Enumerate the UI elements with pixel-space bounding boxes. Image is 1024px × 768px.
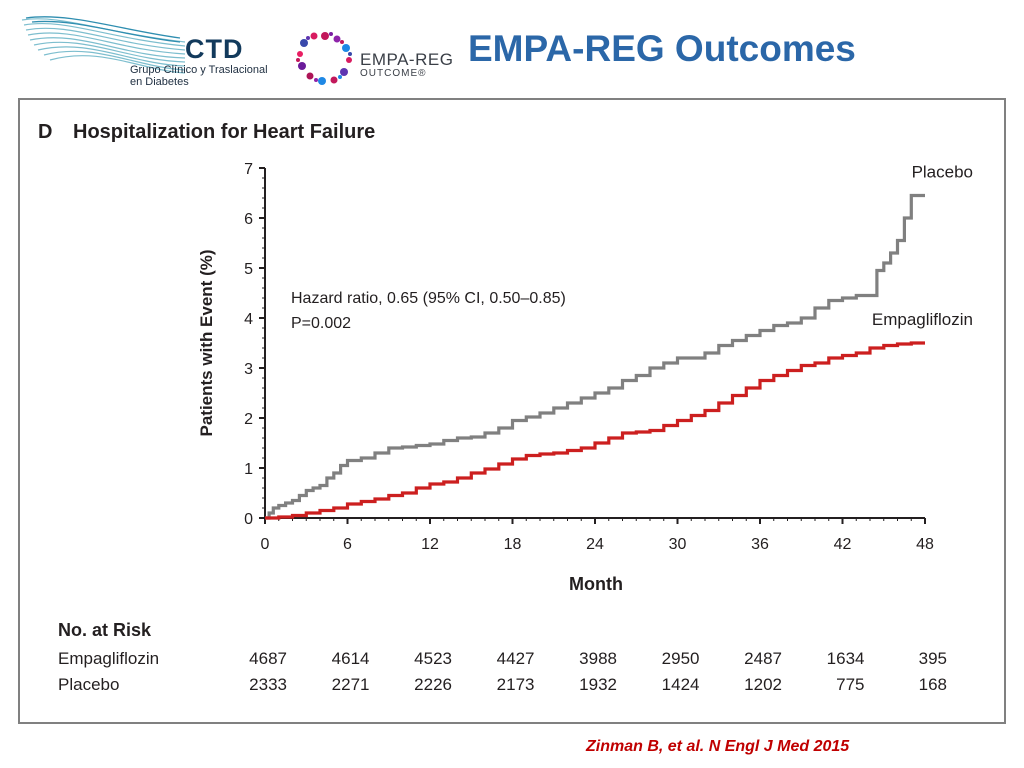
x-tick-label: 24 — [586, 536, 604, 553]
risk-value: 1424 — [662, 675, 700, 694]
empa-reg-subtitle: OUTCOME® — [360, 68, 427, 79]
x-tick-label: 6 — [343, 536, 352, 553]
x-tick-label: 18 — [504, 536, 522, 553]
km-chart: D Hospitalization for Heart Failure Pati… — [38, 121, 973, 694]
x-axis-label: Month — [569, 574, 623, 594]
panel-bottom-border — [18, 722, 1006, 724]
risk-value: 775 — [836, 675, 864, 694]
risk-value: 4427 — [497, 649, 535, 668]
risk-values-layer: 4687 4614 4523 4427 3988 2950 2487 1634 395 2333 2… — [249, 649, 947, 694]
empa-reg-name: EMPA-REG — [360, 50, 454, 69]
y-tick-label: 2 — [244, 411, 253, 428]
legend-label-placebo: Placebo — [912, 163, 973, 182]
risk-table-header: No. at Risk — [58, 620, 152, 640]
risk-value: 2173 — [497, 675, 535, 694]
risk-value: 2226 — [414, 675, 452, 694]
empa-reg-ring-icon — [296, 32, 352, 85]
y-tick-label: 5 — [244, 261, 253, 278]
ctd-name: CTD — [185, 34, 244, 64]
risk-value: 168 — [919, 675, 947, 694]
series-line-placebo — [265, 193, 925, 520]
annotation-p-value: P=0.002 — [291, 315, 351, 332]
risk-row-empagliflozin-label: Empagliflozin — [58, 649, 159, 668]
risk-value: 2487 — [744, 649, 782, 668]
citation: Zinman B, et al. N Engl J Med 2015 — [586, 738, 850, 755]
y-axis-label: Patients with Event (%) — [197, 249, 216, 436]
y-tick-label: 1 — [244, 461, 253, 478]
series-layer: Placebo Empagliflozin — [265, 163, 973, 520]
ctd-wave-logo-icon — [21, 16, 186, 74]
x-tick-label: 0 — [261, 536, 270, 553]
x-tick-label: 12 — [421, 536, 439, 553]
risk-value: 4614 — [332, 649, 370, 668]
risk-row-placebo-label: Placebo — [58, 675, 119, 694]
risk-value: 1932 — [579, 675, 617, 694]
ctd-logo: CTD Grupo Clínico y Traslacional en Diab… — [20, 12, 268, 88]
risk-value: 2950 — [662, 649, 700, 668]
chart-title: Hospitalization for Heart Failure — [73, 121, 375, 143]
empa-reg-logo: EMPA-REG OUTCOME® — [294, 30, 469, 86]
risk-value: 2333 — [249, 675, 287, 694]
slide-header: CTD Grupo Clínico y Traslacional en Diab… — [0, 0, 1024, 96]
panel-right-border — [1004, 98, 1006, 724]
risk-value: 1634 — [827, 649, 865, 668]
y-tick-label: 6 — [244, 211, 253, 228]
risk-value: 1202 — [744, 675, 782, 694]
x-tick-label: 30 — [669, 536, 687, 553]
panel-top-border — [18, 98, 1006, 100]
figure-panel: D Hospitalization for Heart Failure Pati… — [18, 98, 1006, 724]
annotation-hazard-ratio: Hazard ratio, 0.65 (95% CI, 0.50–0.85) — [291, 290, 566, 307]
legend-label-empagliflozin: Empagliflozin — [872, 310, 973, 329]
y-tick-label: 7 — [244, 161, 253, 178]
panel-left-border — [18, 98, 20, 724]
slide-title: EMPA-REG Outcomes — [468, 28, 856, 69]
risk-value: 4687 — [249, 649, 287, 668]
x-tick-label: 42 — [834, 536, 852, 553]
y-tick-label: 0 — [244, 511, 253, 528]
panel-letter: D — [38, 121, 52, 143]
ctd-subtitle: Grupo Clínico y Traslacional en Diabetes — [130, 64, 268, 88]
risk-value: 3988 — [579, 649, 617, 668]
x-tick-label: 36 — [751, 536, 769, 553]
risk-value: 395 — [919, 649, 947, 668]
series-line-empagliflozin — [265, 341, 925, 520]
y-tick-label: 3 — [244, 361, 253, 378]
risk-value: 4523 — [414, 649, 452, 668]
risk-value: 2271 — [332, 675, 370, 694]
y-tick-label: 4 — [244, 311, 253, 328]
x-tick-label: 48 — [916, 536, 934, 553]
